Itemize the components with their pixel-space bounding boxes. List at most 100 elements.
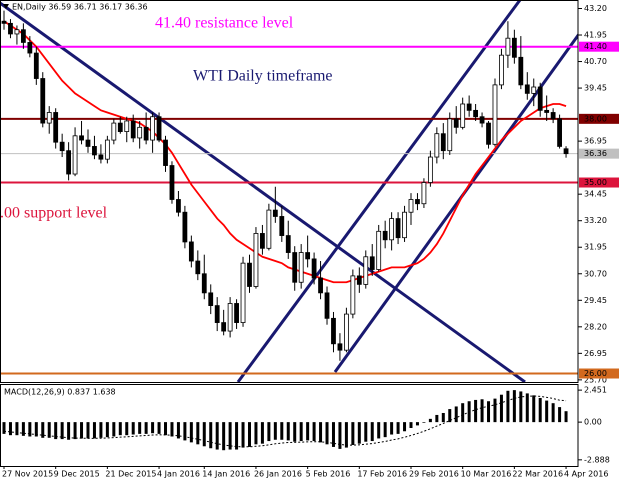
macd-bar — [299, 422, 303, 442]
candle-body — [240, 262, 246, 323]
macd-bar — [260, 422, 264, 444]
candle-body — [201, 273, 207, 294]
candle-body — [111, 122, 117, 141]
macd-bar — [338, 422, 342, 449]
y-tick-label: 31.95 — [584, 243, 607, 252]
macd-bar — [319, 422, 323, 443]
candle-body — [292, 252, 298, 283]
candle-body — [499, 54, 504, 86]
macd-tick-label: 2.451 — [584, 386, 607, 395]
macd-bar — [196, 422, 200, 445]
macd-bar — [422, 422, 426, 423]
macd-bar — [306, 422, 310, 441]
candle-body — [253, 233, 259, 287]
macd-bar — [60, 422, 64, 440]
macd-title: MACD(12,26,9) 0.837 1.638 — [4, 388, 116, 397]
candle-body — [453, 118, 459, 128]
candle-body — [324, 292, 330, 319]
macd-bar — [461, 403, 465, 423]
candle-body — [492, 84, 498, 145]
x-tick-label: 21 Dec 2015 — [105, 470, 156, 479]
candle-body — [298, 252, 304, 283]
candle-body — [169, 165, 175, 200]
macd-bar — [202, 422, 206, 447]
macd-bar — [370, 422, 374, 442]
macd-bar — [189, 422, 193, 443]
macd-bar — [377, 422, 381, 439]
candle-body — [104, 139, 110, 160]
macd-bar — [86, 422, 90, 439]
candle-body — [137, 126, 143, 139]
candle-body — [176, 199, 181, 213]
macd-bar — [8, 422, 12, 436]
x-tick-label: 17 Feb 2016 — [357, 470, 407, 479]
macd-bar — [415, 422, 419, 426]
macd-bar — [164, 422, 168, 436]
macd-bar — [99, 422, 103, 438]
annotations: EN,Daily 36.59 36.71 36.17 36.36 41.40 r… — [0, 3, 333, 397]
candle-body — [343, 313, 349, 351]
level-label: 41.40 — [584, 42, 607, 51]
macd-bar — [474, 399, 478, 423]
candle-body — [8, 22, 13, 35]
channel-upper — [236, 0, 522, 382]
macd-bar — [112, 422, 116, 437]
macd-bar — [364, 422, 368, 442]
macd-bar — [151, 422, 155, 434]
candle-body — [421, 182, 427, 205]
candle-body — [311, 258, 317, 279]
candle-body — [505, 37, 511, 56]
macd-tick-label: -2.888 — [584, 455, 610, 464]
candle-body — [434, 133, 440, 158]
level-label: 26.00 — [584, 369, 607, 378]
candle-body — [279, 216, 285, 236]
macd-bar — [247, 422, 251, 447]
candle-body — [53, 112, 59, 143]
macd-bar — [80, 422, 84, 439]
x-tick-label: 4 Jan 2016 — [157, 470, 200, 479]
x-tick-label: 26 Jan 2016 — [254, 470, 302, 479]
level-label-box — [579, 177, 619, 188]
annotation: .00 support level — [0, 205, 108, 222]
price-frame — [0, 0, 579, 383]
candle-body — [331, 317, 336, 345]
candle-body — [59, 141, 65, 152]
y-tick-label: 34.45 — [584, 190, 607, 199]
candle-body — [466, 103, 472, 111]
macd-bar — [403, 422, 407, 432]
moving-average — [3, 20, 567, 284]
macd-bar — [235, 422, 239, 450]
candle-body — [511, 37, 517, 58]
macd-bar — [286, 422, 290, 441]
candle-body — [214, 305, 220, 323]
candle-body — [479, 116, 485, 124]
candle-body — [163, 139, 168, 166]
candle-body — [350, 275, 356, 315]
macd-bar — [532, 395, 536, 423]
candle-body — [318, 277, 323, 294]
candle-body — [40, 78, 46, 124]
y-tick-label: 33.20 — [584, 216, 607, 225]
macd-bar — [351, 422, 355, 445]
candle-body — [460, 103, 466, 128]
candle-body — [260, 233, 265, 249]
macd-bar — [54, 422, 58, 440]
macd-bar — [525, 393, 529, 423]
macd-bar — [480, 399, 484, 423]
candle-body — [408, 199, 414, 213]
macd-bar — [551, 403, 555, 423]
candle-body — [182, 211, 188, 243]
macd-bar — [564, 411, 568, 423]
macd-bar — [215, 422, 219, 450]
level-label: 36.36 — [584, 149, 607, 158]
level-label: 35.00 — [584, 178, 607, 187]
candle-body — [1, 20, 7, 24]
candle-body — [550, 112, 556, 120]
candle-body — [440, 133, 446, 152]
candle-body — [208, 292, 214, 307]
macd-bar — [448, 409, 452, 423]
candle-body — [20, 29, 26, 43]
macd-bar — [396, 422, 400, 434]
candle-body — [369, 256, 375, 270]
macd-signal — [3, 395, 567, 448]
